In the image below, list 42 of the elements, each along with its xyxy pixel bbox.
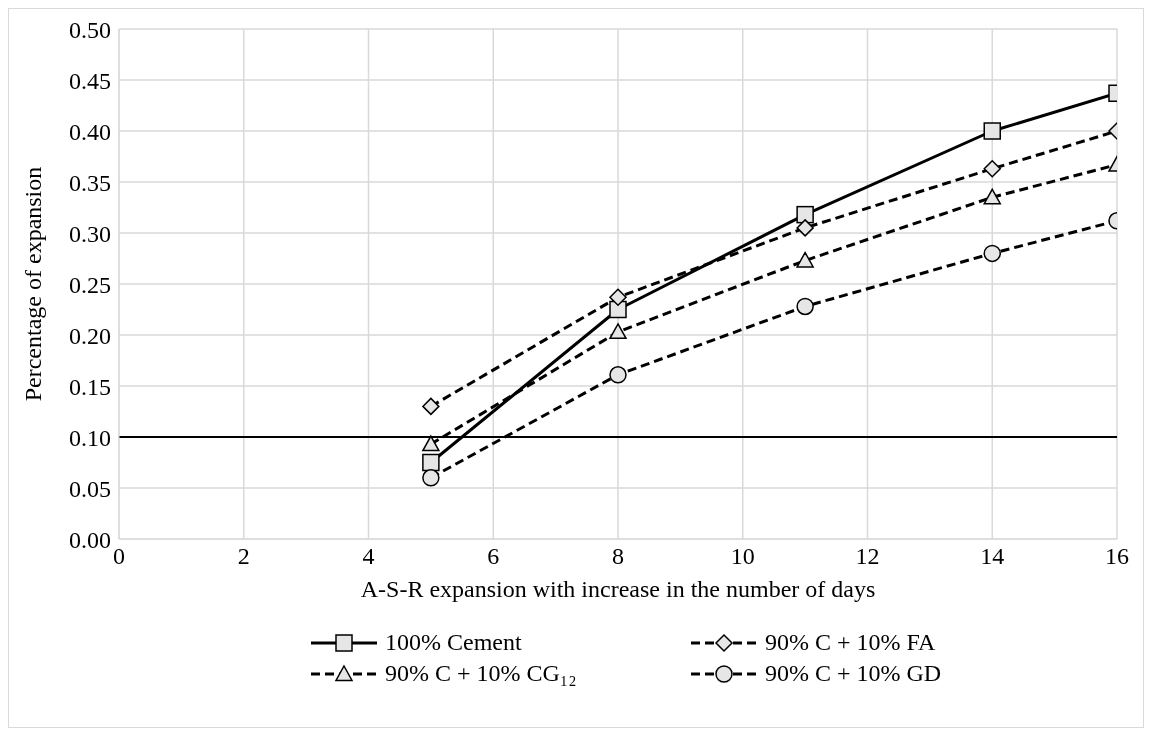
x-tick-label: 8: [612, 543, 624, 570]
point: [983, 188, 1001, 205]
x-tick-label: 10: [730, 543, 755, 570]
point: [422, 397, 440, 416]
y-tick-label: 0.40: [69, 118, 111, 145]
y-tick-label: 0.45: [69, 67, 111, 94]
point: [796, 219, 814, 237]
point: [609, 366, 627, 384]
y-tick-label: 0.50: [69, 16, 111, 43]
x-tick-label: 16: [1105, 543, 1129, 570]
y-tick-label: 0.20: [69, 322, 111, 349]
point: [796, 297, 814, 316]
point: [609, 300, 627, 319]
point: [422, 435, 440, 452]
point: [796, 205, 814, 224]
y-tick-label: 0.05: [69, 475, 111, 502]
legend-label: 90% C + 10% FA: [765, 629, 936, 656]
x-tick-label: 14: [980, 543, 1005, 570]
y-tick-label: 0.15: [69, 373, 111, 400]
y-tick-label: 0.30: [69, 220, 111, 247]
x-tick-label: 4: [362, 543, 375, 570]
legend-label: 90% C + 10% GD: [765, 660, 942, 687]
point: [609, 288, 627, 307]
y-tick-label: 0.35: [69, 169, 111, 196]
point: [609, 323, 627, 340]
point: [422, 453, 440, 472]
y-axis-title: Percentage of expansion: [19, 166, 46, 402]
legend-label: 90% C + 10% CG₁₂: [385, 660, 577, 687]
y-tick-label: 0.25: [69, 271, 111, 298]
x-axis-title: A-S-R expansion with increase in the number of days: [360, 576, 876, 602]
point: [983, 159, 1001, 178]
x-tick-label: 12: [855, 543, 880, 570]
point: [796, 251, 814, 268]
point: [983, 244, 1001, 263]
x-tick-label: 2: [237, 543, 250, 570]
legend-label: 100% Cement: [385, 629, 522, 656]
y-tick-label: 0.00: [69, 526, 111, 553]
x-tick-label: 0: [113, 543, 125, 570]
x-tick-label: 6: [487, 543, 500, 570]
point: [983, 122, 1001, 140]
point: [422, 469, 440, 487]
y-tick-label: 0.10: [69, 424, 111, 451]
